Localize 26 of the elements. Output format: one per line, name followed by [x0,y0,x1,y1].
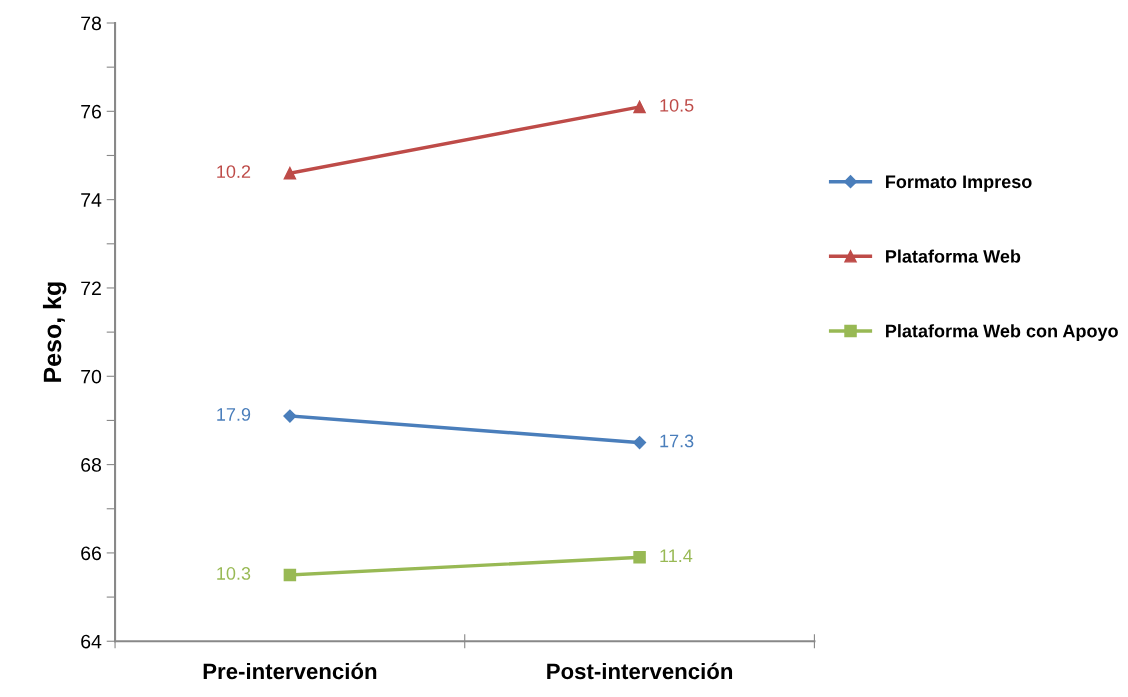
legend-label: Plataforma Web [886,249,1021,263]
annotation: 17.9 [217,408,251,421]
y-axis-title: Peso, kg [42,282,67,382]
x-tick-label: Pre-intervención [203,662,377,680]
point [632,435,647,450]
y-tick-label: 66 [81,546,102,561]
y-tick-label: 70 [81,369,102,384]
annotation: 10.3 [217,567,251,580]
y-tick-label: 74 [81,193,102,207]
legend-label: Formato Impreso [886,175,1032,192]
y-tick-label: 68 [81,458,102,472]
y-tick-label: 72 [81,281,101,296]
x-tick-label: Post-intervención [547,662,733,680]
annotation: 11.4 [660,549,693,563]
y-tick-label: 76 [81,104,102,119]
y-tick-label: 64 [81,634,102,649]
point [283,568,297,582]
annotation: 10.2 [217,165,251,178]
point [633,100,646,114]
y-tick-label: 78 [81,16,102,31]
annotation: 17.3 [660,434,694,448]
point [283,409,297,423]
legend-label: Plataforma Web con Apoyo [886,324,1118,341]
point [283,166,297,180]
point [633,551,646,564]
annotation: 10.5 [660,98,694,112]
